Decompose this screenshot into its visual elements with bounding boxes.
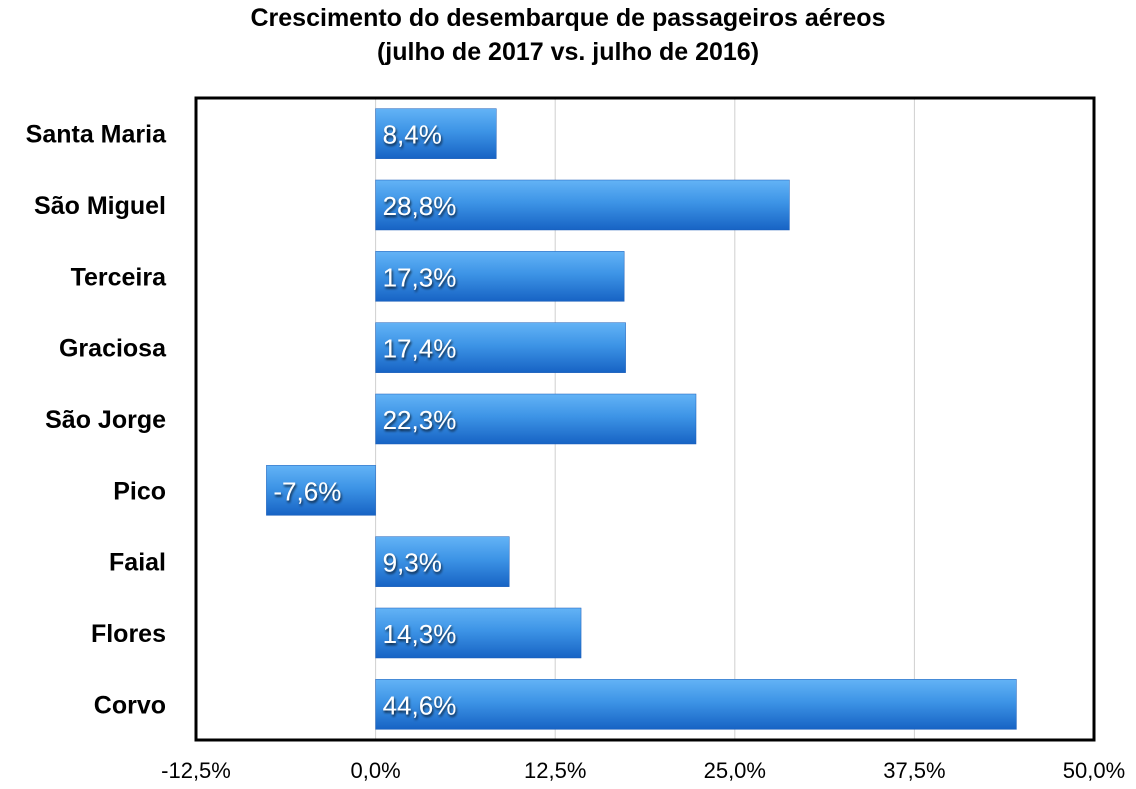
category-labels: Santa Maria São Miguel Terceira Graciosa São… <box>26 121 167 720</box>
data-label: 17,4% <box>383 334 457 364</box>
category-label: Terceira <box>71 263 168 291</box>
plot-area-border <box>194 96 1096 742</box>
data-label: 8,4% <box>383 120 442 150</box>
bar-graciosa <box>375 322 626 373</box>
x-tick-label: -12,5% <box>161 758 231 783</box>
data-label: -7,6% <box>273 476 341 506</box>
category-label: Pico <box>113 477 166 505</box>
data-label: 44,6% <box>383 690 457 720</box>
x-tick-label: 0,0% <box>351 758 401 783</box>
data-label: 22,3% <box>383 405 457 435</box>
x-tick-label: 50,0% <box>1063 758 1125 783</box>
category-label: Graciosa <box>59 335 167 363</box>
bar-são-miguel <box>375 179 790 231</box>
bar-corvo <box>375 679 1017 730</box>
bar-são-jorge <box>375 393 697 445</box>
data-label: 28,8% <box>383 191 457 221</box>
data-label: 14,3% <box>383 619 457 649</box>
bars <box>266 108 1017 730</box>
bar-terceira <box>375 251 625 302</box>
data-label: 17,3% <box>383 262 457 292</box>
category-label: Flores <box>91 620 166 648</box>
bar-flores <box>375 607 582 659</box>
category-label: Faial <box>109 549 166 577</box>
x-tick-labels: -12,5% 0,0% 12,5% 25,0% 37,5% 50,0% <box>161 758 1125 783</box>
category-label: Corvo <box>94 691 166 719</box>
bar-pico <box>266 465 376 516</box>
bar-santa-maria <box>375 108 497 159</box>
data-label: 9,3% <box>383 548 442 578</box>
data-labels: 8,4% 28,8% 17,3% 17,4% 22,3% -7,6% 9,3% 14,3% 44… <box>273 120 456 721</box>
bar-faial <box>375 536 510 587</box>
x-tick-label: 25,0% <box>704 758 766 783</box>
category-label: São Jorge <box>45 406 166 434</box>
x-tick-label: 37,5% <box>883 758 945 783</box>
chart-title: Crescimento do desembarque de passageiro… <box>250 4 886 32</box>
category-label: São Miguel <box>34 192 166 220</box>
x-tick-label: 12,5% <box>524 758 586 783</box>
category-label: Santa Maria <box>26 121 167 149</box>
chart-subtitle: (julho de 2017 vs. julho de 2016) <box>376 38 760 66</box>
